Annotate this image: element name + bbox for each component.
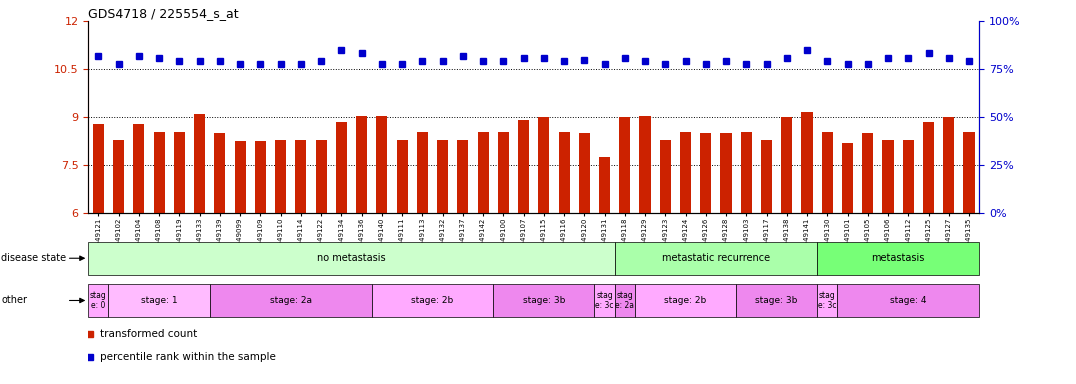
Bar bbox=[817, 284, 837, 317]
Bar bbox=[817, 242, 979, 275]
Text: stage: 4: stage: 4 bbox=[890, 296, 926, 305]
Bar bbox=[882, 139, 893, 213]
Bar bbox=[599, 157, 610, 213]
Text: other: other bbox=[1, 295, 27, 306]
Bar bbox=[558, 131, 569, 213]
Bar bbox=[295, 139, 307, 213]
Bar bbox=[903, 139, 914, 213]
Bar bbox=[660, 139, 670, 213]
Bar bbox=[740, 131, 752, 213]
Bar bbox=[781, 117, 792, 213]
Bar bbox=[822, 131, 833, 213]
Bar bbox=[761, 139, 773, 213]
Bar bbox=[802, 112, 812, 213]
Bar bbox=[700, 133, 711, 213]
Bar bbox=[843, 143, 853, 213]
Text: metastatic recurrence: metastatic recurrence bbox=[662, 253, 770, 263]
Bar bbox=[194, 114, 206, 213]
Bar bbox=[498, 131, 509, 213]
Bar bbox=[493, 284, 594, 317]
Bar bbox=[377, 116, 387, 213]
Bar bbox=[133, 124, 144, 213]
Bar bbox=[620, 117, 631, 213]
Text: stag
e: 3c: stag e: 3c bbox=[595, 291, 613, 310]
Bar bbox=[614, 242, 817, 275]
Text: stage: 2b: stage: 2b bbox=[411, 296, 454, 305]
Bar bbox=[680, 131, 691, 213]
Text: stage: 2a: stage: 2a bbox=[270, 296, 312, 305]
Text: stage: 2b: stage: 2b bbox=[665, 296, 707, 305]
Bar bbox=[721, 133, 732, 213]
Bar bbox=[837, 284, 979, 317]
Text: stage: 3b: stage: 3b bbox=[755, 296, 798, 305]
Text: stag
e: 3c: stag e: 3c bbox=[818, 291, 836, 310]
Bar bbox=[923, 122, 934, 213]
Bar bbox=[862, 133, 874, 213]
Bar bbox=[736, 284, 817, 317]
Bar bbox=[639, 116, 651, 213]
Bar bbox=[275, 139, 286, 213]
Bar bbox=[214, 133, 225, 213]
Text: transformed count: transformed count bbox=[100, 329, 198, 339]
Bar bbox=[478, 131, 489, 213]
Bar bbox=[113, 139, 124, 213]
Bar bbox=[457, 139, 468, 213]
Bar bbox=[397, 139, 408, 213]
Bar bbox=[93, 124, 104, 213]
Text: metastasis: metastasis bbox=[872, 253, 925, 263]
Bar bbox=[944, 117, 954, 213]
Bar bbox=[594, 284, 614, 317]
Bar bbox=[174, 131, 185, 213]
Bar bbox=[371, 284, 493, 317]
Bar bbox=[255, 141, 266, 213]
Bar bbox=[88, 284, 109, 317]
Text: stag
e: 2a: stag e: 2a bbox=[615, 291, 635, 310]
Bar bbox=[538, 117, 550, 213]
Text: no metastasis: no metastasis bbox=[317, 253, 386, 263]
Text: disease state: disease state bbox=[1, 253, 67, 263]
Bar bbox=[235, 141, 245, 213]
Bar bbox=[109, 284, 210, 317]
Bar bbox=[315, 139, 327, 213]
Text: percentile rank within the sample: percentile rank within the sample bbox=[100, 352, 277, 362]
Bar bbox=[518, 120, 529, 213]
Bar bbox=[437, 139, 448, 213]
Bar bbox=[635, 284, 736, 317]
Bar bbox=[154, 131, 165, 213]
Bar bbox=[579, 133, 590, 213]
Bar bbox=[336, 122, 346, 213]
Bar bbox=[963, 131, 975, 213]
Bar bbox=[356, 116, 367, 213]
Bar bbox=[416, 131, 428, 213]
Bar bbox=[88, 242, 614, 275]
Bar bbox=[614, 284, 635, 317]
Text: GDS4718 / 225554_s_at: GDS4718 / 225554_s_at bbox=[88, 7, 239, 20]
Text: stag
e: 0: stag e: 0 bbox=[90, 291, 107, 310]
Text: stage: 3b: stage: 3b bbox=[523, 296, 565, 305]
Bar bbox=[210, 284, 371, 317]
Text: stage: 1: stage: 1 bbox=[141, 296, 178, 305]
